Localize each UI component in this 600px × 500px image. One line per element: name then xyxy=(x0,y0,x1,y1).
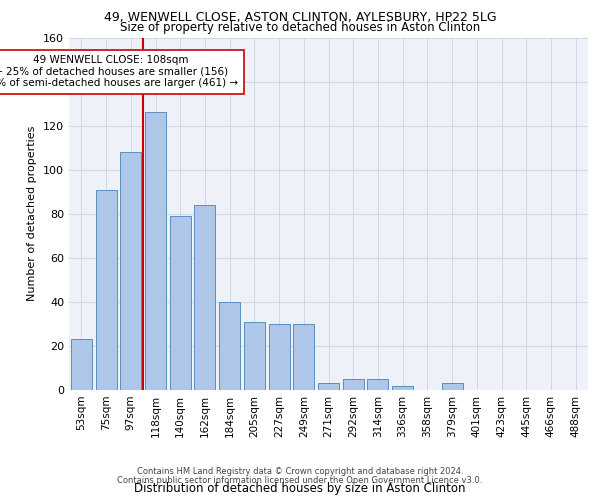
Bar xyxy=(95,190,116,390)
Bar xyxy=(343,379,364,390)
Bar xyxy=(367,379,388,390)
Y-axis label: Number of detached properties: Number of detached properties xyxy=(28,126,37,302)
Bar xyxy=(293,324,314,390)
Text: 49, WENWELL CLOSE, ASTON CLINTON, AYLESBURY, HP22 5LG: 49, WENWELL CLOSE, ASTON CLINTON, AYLESB… xyxy=(104,11,496,24)
Bar xyxy=(269,324,290,390)
Bar xyxy=(120,152,141,390)
Text: Distribution of detached houses by size in Aston Clinton: Distribution of detached houses by size … xyxy=(134,482,466,495)
Bar xyxy=(219,302,240,390)
Text: Contains HM Land Registry data © Crown copyright and database right 2024.: Contains HM Land Registry data © Crown c… xyxy=(137,467,463,476)
Bar xyxy=(145,112,166,390)
Text: 49 WENWELL CLOSE: 108sqm
← 25% of detached houses are smaller (156)
74% of semi-: 49 WENWELL CLOSE: 108sqm ← 25% of detach… xyxy=(0,55,239,88)
Bar xyxy=(392,386,413,390)
Bar xyxy=(318,384,339,390)
Text: Contains public sector information licensed under the Open Government Licence v3: Contains public sector information licen… xyxy=(118,476,482,485)
Bar xyxy=(442,384,463,390)
Text: Size of property relative to detached houses in Aston Clinton: Size of property relative to detached ho… xyxy=(120,22,480,35)
Bar xyxy=(244,322,265,390)
Bar xyxy=(71,340,92,390)
Bar xyxy=(170,216,191,390)
Bar xyxy=(194,205,215,390)
